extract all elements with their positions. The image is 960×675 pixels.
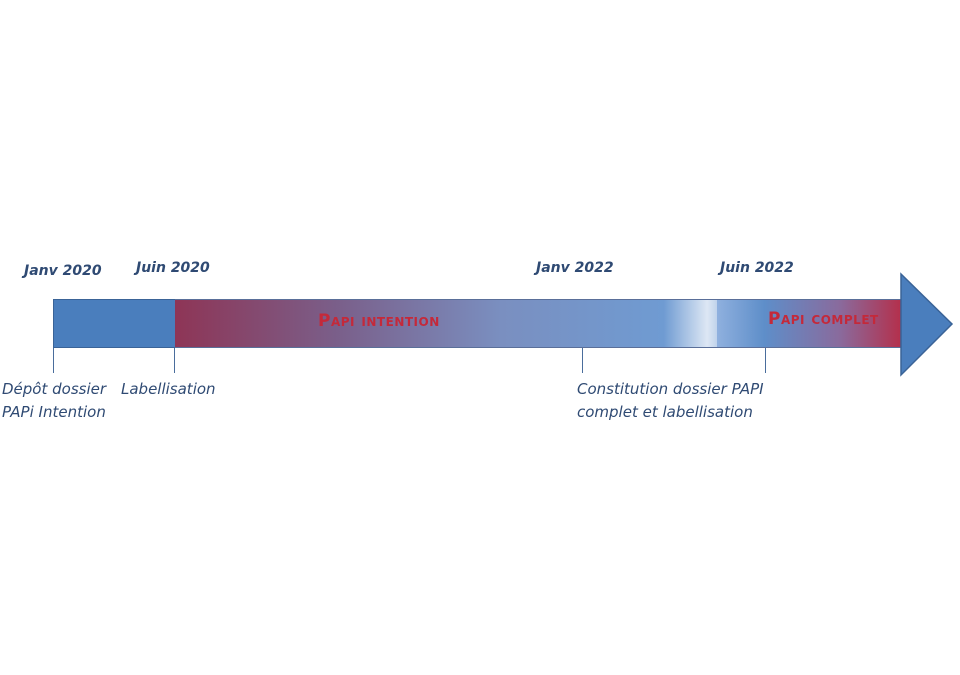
tick-juin-2020 xyxy=(174,348,175,373)
complet-segment xyxy=(717,299,907,348)
caption-constitution: Constitution dossier PAPI complet et lab… xyxy=(577,378,764,424)
date-juin-2022: Juin 2022 xyxy=(720,260,794,276)
caption-line: complet et labellisation xyxy=(577,403,753,421)
date-juin-2020: Juin 2020 xyxy=(136,260,210,276)
tick-juin-2022 xyxy=(765,348,766,373)
date-janv-2022: Janv 2022 xyxy=(536,260,614,276)
arrow-head-icon xyxy=(900,272,954,377)
caption-depot: Dépôt dossier PAPi Intention xyxy=(2,378,106,424)
caption-line: PAPi Intention xyxy=(2,403,106,421)
start-segment xyxy=(53,299,176,348)
caption-line: Dépôt dossier xyxy=(2,380,107,398)
phase-intention-label: Papi intention xyxy=(318,311,440,331)
phase-complet-label: Papi complet xyxy=(768,309,879,329)
intention-segment xyxy=(175,299,718,348)
caption-labellisation: Labellisation xyxy=(121,378,216,401)
tick-janv-2022 xyxy=(582,348,583,373)
date-janv-2020: Janv 2020 xyxy=(24,263,102,279)
caption-line: Constitution dossier PAPI xyxy=(577,380,764,398)
tick-janv-2020 xyxy=(53,348,54,373)
caption-line: Labellisation xyxy=(121,380,216,398)
